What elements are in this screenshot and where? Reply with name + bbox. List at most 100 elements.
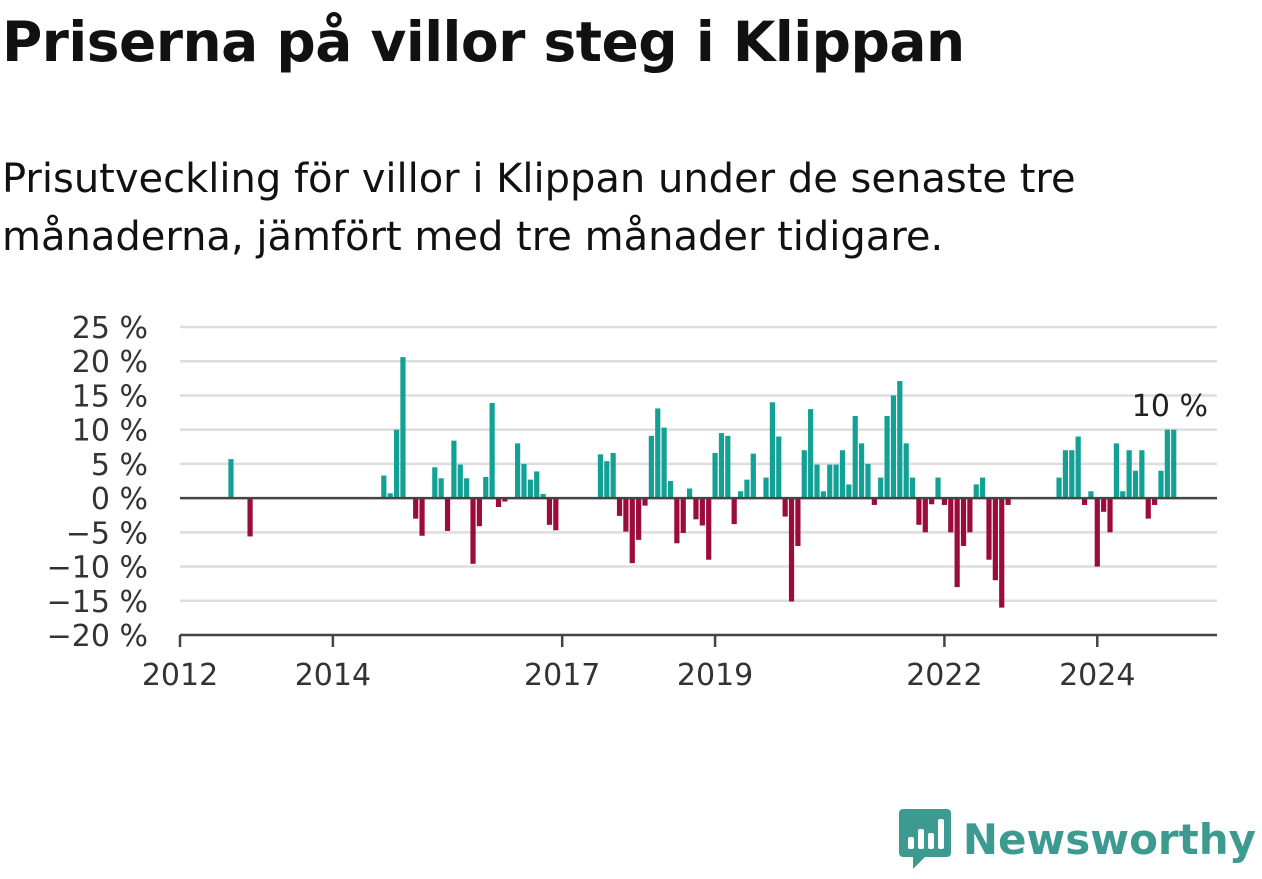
bar <box>534 471 540 499</box>
bar <box>387 493 393 499</box>
bar <box>878 477 884 499</box>
bar <box>470 498 476 564</box>
bar <box>897 381 903 499</box>
bar <box>986 498 992 560</box>
bar <box>476 498 482 527</box>
chart-title: Priserna på villor steg i Klippan <box>2 10 965 74</box>
bar <box>413 498 419 519</box>
bar <box>890 395 897 499</box>
bar <box>941 498 947 505</box>
bar <box>954 498 960 588</box>
bar <box>680 498 686 534</box>
bar <box>846 484 852 499</box>
bar <box>687 488 693 499</box>
bar <box>1132 470 1139 499</box>
bar <box>980 477 986 499</box>
bar <box>489 402 495 499</box>
bar <box>1126 450 1132 499</box>
bar <box>903 443 909 499</box>
last-value-annotation: 10 % <box>1132 389 1208 424</box>
bar <box>1069 450 1075 499</box>
bar <box>839 450 846 499</box>
bar <box>909 477 916 499</box>
bar <box>540 494 546 499</box>
bar <box>393 429 400 499</box>
bar <box>483 476 489 499</box>
bar <box>1056 477 1062 499</box>
bar <box>1101 498 1107 512</box>
bar <box>725 435 731 499</box>
bar <box>776 436 782 499</box>
bar <box>992 498 998 581</box>
bar <box>623 498 629 532</box>
bar <box>960 498 967 547</box>
bar <box>648 435 654 499</box>
bar <box>1139 450 1145 499</box>
bar <box>808 409 814 499</box>
bars-layer <box>228 357 1177 608</box>
y-tick-label: −20 % <box>47 619 148 654</box>
newsworthy-bar-chart-icon <box>898 809 951 869</box>
bar <box>763 477 769 499</box>
bar <box>636 498 642 540</box>
bar <box>1107 498 1113 533</box>
logo-text: Newsworthy <box>962 814 1256 864</box>
bar <box>1005 498 1011 505</box>
bar <box>801 450 807 499</box>
bar <box>833 464 839 499</box>
y-tick-label: −15 % <box>47 585 148 620</box>
bar <box>1113 443 1119 499</box>
bar <box>228 459 234 499</box>
bar <box>419 498 425 536</box>
y-tick-label: −10 % <box>47 551 148 586</box>
bar <box>667 481 674 499</box>
newsworthy-logo: Newsworthy <box>898 809 1256 869</box>
bar <box>852 415 858 499</box>
bar <box>1120 491 1126 499</box>
y-tick-label: 25 % <box>72 311 148 346</box>
bar <box>464 478 470 499</box>
bar <box>1094 498 1100 567</box>
bar <box>444 498 451 531</box>
bar <box>935 477 941 499</box>
bar <box>712 452 718 499</box>
bar <box>999 498 1005 608</box>
bar <box>884 415 890 499</box>
bar <box>451 440 457 499</box>
bar <box>1075 436 1081 499</box>
x-tick-label: 2019 <box>677 658 753 693</box>
bar <box>916 498 922 525</box>
y-tick-label: 0 % <box>91 482 148 517</box>
bar <box>1158 470 1164 499</box>
bar <box>1088 491 1094 499</box>
bar <box>457 464 463 499</box>
bar <box>674 498 680 544</box>
bar <box>865 463 871 499</box>
bar <box>693 498 699 520</box>
bar <box>661 427 667 499</box>
bar <box>515 443 521 499</box>
bar <box>699 498 705 526</box>
bar <box>769 402 776 499</box>
bar <box>706 498 712 560</box>
bar-chart: 25 %20 %15 %10 %5 %0 %−5 %−10 %−15 %−20 … <box>47 311 1217 693</box>
bar <box>642 498 648 506</box>
y-tick-label: −5 % <box>66 516 148 551</box>
x-tick-label: 2022 <box>906 658 982 693</box>
bar <box>546 498 553 525</box>
bar <box>1164 429 1170 499</box>
bar <box>1152 498 1158 505</box>
bar <box>744 479 750 499</box>
bar <box>495 498 502 508</box>
bar <box>527 479 533 499</box>
bar <box>782 498 788 517</box>
bar <box>629 498 635 564</box>
chart-subtitle: Prisutveckling för villor i Klippan unde… <box>2 156 1076 260</box>
axis-layer <box>178 496 1217 647</box>
bar <box>597 454 604 499</box>
bar <box>604 461 610 499</box>
bar <box>400 357 406 499</box>
x-tick-label: 2014 <box>295 658 371 693</box>
bar <box>737 491 744 499</box>
bar <box>948 498 954 533</box>
